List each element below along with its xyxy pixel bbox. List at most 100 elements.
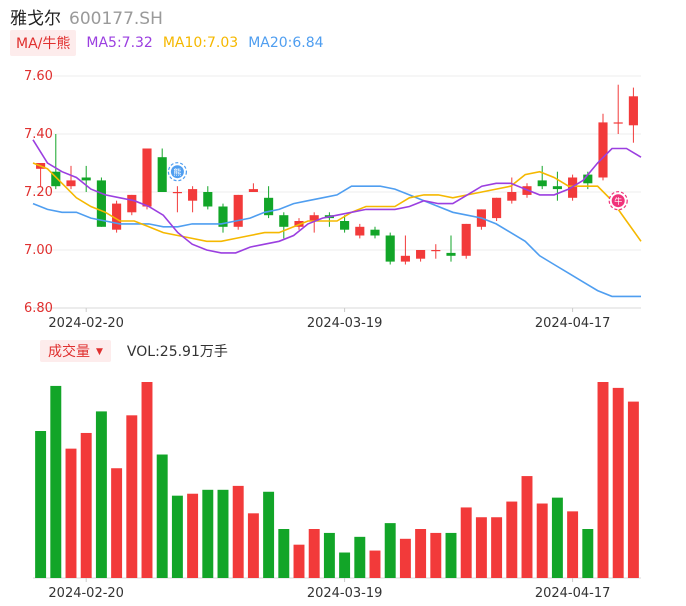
candle-body xyxy=(172,192,182,194)
ma5-label: MA5:7.32 xyxy=(86,35,153,51)
candle-body xyxy=(264,197,274,216)
candle xyxy=(598,113,608,181)
candle xyxy=(112,200,122,233)
candle-body xyxy=(370,229,380,236)
candle-body xyxy=(157,157,167,192)
candle-body xyxy=(446,252,456,256)
volume-bar xyxy=(65,448,77,578)
volume-bar xyxy=(202,489,214,578)
volume-bar xyxy=(263,491,275,578)
stock-header: 雅戈尔 600177.SH xyxy=(10,4,163,29)
volume-date-axis: 2024-02-20 2024-03-19 2024-04-17 xyxy=(48,578,610,601)
price-axis: 7.60 7.40 7.20 7.00 6.80 xyxy=(24,69,53,316)
ma20-line xyxy=(32,185,641,298)
volume-bar xyxy=(354,536,366,578)
candle-body xyxy=(385,235,395,262)
volume-bar xyxy=(232,485,244,578)
candle-body xyxy=(233,194,243,227)
candle-body xyxy=(309,215,319,221)
candle xyxy=(188,186,198,213)
volume-bar xyxy=(460,507,472,578)
volume-bar xyxy=(80,432,92,578)
volume-bar xyxy=(111,468,123,578)
candle xyxy=(81,165,91,192)
candle-body xyxy=(96,180,106,227)
volume-bar xyxy=(384,523,396,578)
ma10-label: MA10:7.03 xyxy=(162,35,239,51)
volume-date-label: 2024-04-17 xyxy=(535,586,611,601)
candle-body xyxy=(51,171,61,187)
price-tick-label: 6.80 xyxy=(24,301,53,316)
volume-bar xyxy=(126,415,138,578)
volume-bar xyxy=(415,529,427,578)
candle-body xyxy=(537,180,547,187)
price-date-label: 2024-04-17 xyxy=(535,316,611,331)
volume-bar xyxy=(445,532,457,578)
candle-body xyxy=(66,180,76,187)
candle xyxy=(385,232,395,265)
volume-bar xyxy=(323,532,335,578)
volume-bar xyxy=(171,495,183,578)
ma20-label: MA20:6.84 xyxy=(248,35,324,51)
candle xyxy=(537,165,547,190)
volume-bar xyxy=(597,382,609,578)
volume-bar xyxy=(627,401,639,578)
volume-bar xyxy=(50,385,62,578)
candle-body xyxy=(203,192,213,207)
volume-bar xyxy=(399,538,411,578)
price-tick-label: 7.20 xyxy=(24,185,53,200)
candle-body xyxy=(81,177,91,181)
volume-bar xyxy=(612,387,624,578)
candle-body xyxy=(416,250,426,259)
candle-body xyxy=(218,206,228,227)
price-tick-label: 7.40 xyxy=(24,127,53,142)
moving-average-lines xyxy=(32,139,642,298)
volume-bar xyxy=(567,511,579,578)
ma-legend: MA/牛熊 MA5:7.32 MA10:7.03 MA20:6.84 xyxy=(10,30,324,56)
candle-body xyxy=(355,226,365,236)
volume-legend: 成交量 ▼ VOL:25.91万手 xyxy=(40,340,228,362)
candle-body xyxy=(127,194,137,213)
candle xyxy=(233,194,243,230)
candle xyxy=(218,203,228,233)
stock-name: 雅戈尔 xyxy=(10,9,61,29)
candle xyxy=(507,177,517,204)
volume-bar xyxy=(308,529,320,578)
candle xyxy=(416,250,426,262)
candle xyxy=(172,186,182,213)
candle xyxy=(248,183,258,192)
marker-label: 牛 xyxy=(614,196,622,206)
volume-bar xyxy=(491,517,503,578)
candle-body xyxy=(400,255,410,262)
candle xyxy=(96,177,106,227)
price-date-label: 2024-02-20 xyxy=(48,316,124,331)
ma-toggle-button[interactable]: MA/牛熊 xyxy=(10,30,77,56)
candle xyxy=(431,244,441,259)
volume-series xyxy=(33,382,641,579)
volume-bar xyxy=(369,550,381,578)
volume-bar xyxy=(536,503,548,578)
volume-bar xyxy=(95,411,107,578)
volume-bar xyxy=(141,382,153,578)
candle-body xyxy=(583,174,593,184)
volume-bar xyxy=(35,431,47,578)
price-date-label: 2024-03-19 xyxy=(307,316,383,331)
candle xyxy=(613,84,623,134)
candle-body xyxy=(279,215,289,227)
candle-body xyxy=(461,223,471,256)
bear-marker: 熊 xyxy=(167,162,187,182)
candle-body xyxy=(248,189,258,192)
volume-bar xyxy=(293,544,305,578)
candle xyxy=(142,148,152,210)
candle xyxy=(51,134,61,190)
candle xyxy=(309,212,319,233)
candle-body xyxy=(598,122,608,178)
candle xyxy=(370,226,380,239)
candle xyxy=(66,165,76,190)
candle xyxy=(568,174,578,201)
volume-date-label: 2024-03-19 xyxy=(307,586,383,601)
volume-indicator-button[interactable]: 成交量 ▼ xyxy=(40,340,111,362)
candle xyxy=(279,212,289,239)
candle-body xyxy=(188,189,198,201)
candle xyxy=(552,171,562,201)
